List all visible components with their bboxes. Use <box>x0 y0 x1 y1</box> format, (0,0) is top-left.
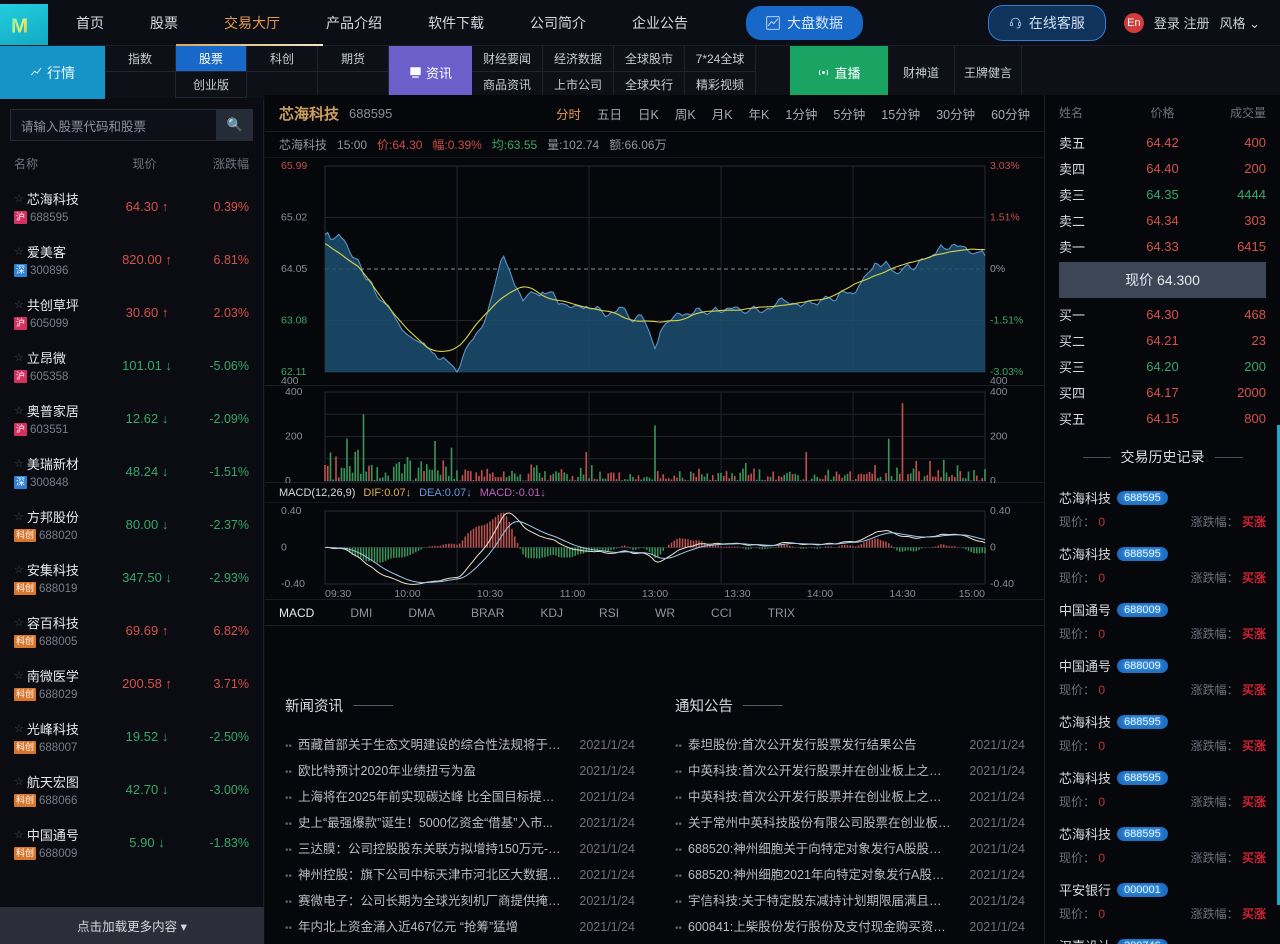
svg-text:0.40: 0.40 <box>990 505 1011 517</box>
svg-text:15:00: 15:00 <box>959 588 985 600</box>
svg-text:10:30: 10:30 <box>477 588 503 600</box>
svg-text:-0.40: -0.40 <box>281 578 305 590</box>
svg-text:200: 200 <box>990 431 1008 443</box>
svg-text:64.05: 64.05 <box>281 263 307 275</box>
svg-text:200: 200 <box>285 431 303 443</box>
svg-text:-0.40: -0.40 <box>990 578 1014 590</box>
svg-text:400: 400 <box>990 375 1008 386</box>
svg-text:0%: 0% <box>990 263 1005 275</box>
svg-text:400: 400 <box>285 386 303 398</box>
svg-text:1.51%: 1.51% <box>990 212 1020 224</box>
svg-text:65.99: 65.99 <box>281 160 307 172</box>
svg-text:400: 400 <box>990 386 1008 398</box>
svg-text:13:30: 13:30 <box>724 588 750 600</box>
svg-text:3.03%: 3.03% <box>990 160 1020 172</box>
svg-text:13:00: 13:00 <box>642 588 668 600</box>
svg-text:09:30: 09:30 <box>325 588 351 600</box>
svg-text:63.08: 63.08 <box>281 315 307 327</box>
svg-text:0: 0 <box>281 542 287 554</box>
svg-text:65.02: 65.02 <box>281 212 307 224</box>
svg-text:14:30: 14:30 <box>889 588 915 600</box>
svg-text:400: 400 <box>281 375 299 386</box>
svg-text:11:00: 11:00 <box>560 588 586 600</box>
svg-text:0: 0 <box>285 475 291 483</box>
svg-text:0: 0 <box>990 475 996 483</box>
svg-text:M: M <box>11 14 28 35</box>
svg-text:10:00: 10:00 <box>394 588 420 600</box>
svg-text:0: 0 <box>990 542 996 554</box>
svg-text:0.40: 0.40 <box>281 505 302 517</box>
svg-text:-1.51%: -1.51% <box>990 315 1023 327</box>
svg-text:14:00: 14:00 <box>807 588 833 600</box>
